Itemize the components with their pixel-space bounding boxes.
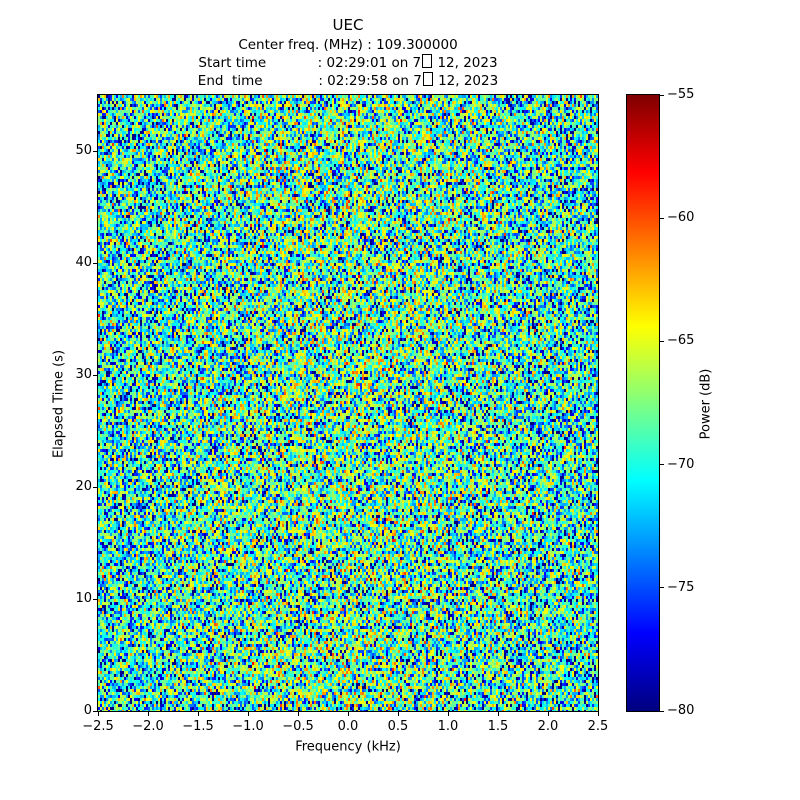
x-tick-label: 0.5	[387, 719, 409, 734]
colorbar-tick-label: −80	[667, 703, 695, 718]
x-tick-mark	[597, 712, 599, 716]
start-time-line: Start time : 02:29:01 on 7 12, 2023	[98, 54, 598, 72]
y-tick-mark	[93, 486, 97, 488]
x-tick-mark	[147, 712, 149, 716]
x-tick-mark	[397, 712, 399, 716]
y-tick-mark	[93, 598, 97, 600]
y-tick-label: 40	[75, 255, 92, 270]
x-axis-label: Frequency (kHz)	[295, 739, 401, 755]
colorbar-tick-mark	[660, 710, 664, 712]
colorbar-canvas	[627, 95, 659, 711]
end-time-year: 12, 2023	[433, 73, 499, 89]
y-tick-label: 10	[75, 591, 92, 606]
x-tick-mark	[497, 712, 499, 716]
y-tick-mark	[93, 262, 97, 264]
colorbar-tick-label: −55	[667, 87, 695, 102]
x-tick-mark	[347, 712, 349, 716]
colorbar-tick-label: −60	[667, 210, 695, 226]
start-time-text: Start time : 02:29:01 on 7	[198, 55, 422, 71]
colorbar-tick-mark	[660, 587, 664, 589]
colorbar-tick-mark	[660, 94, 664, 96]
y-tick-label: 30	[75, 367, 92, 382]
x-tick-label: 0.0	[337, 719, 359, 734]
y-tick-label: 20	[75, 479, 92, 494]
missing-glyph-box	[422, 72, 433, 86]
x-tick-label: 2.0	[537, 719, 559, 734]
colorbar-label: Power (dB)	[698, 368, 714, 440]
x-tick-label: −0.5	[282, 719, 314, 734]
colorbar-tick-mark	[660, 464, 664, 466]
end-time-text: End time : 02:29:58 on 7	[197, 73, 422, 89]
x-tick-mark	[97, 712, 99, 716]
missing-glyph-box	[422, 54, 433, 68]
colorbar-tick-label: −75	[667, 579, 695, 595]
x-tick-label: 2.5	[587, 719, 609, 734]
colorbar-tick-mark	[660, 217, 664, 219]
y-tick-mark	[93, 150, 97, 152]
x-tick-label: −2.5	[82, 719, 114, 734]
colorbar	[626, 94, 660, 712]
x-tick-label: −2.0	[132, 719, 164, 734]
x-tick-mark	[297, 712, 299, 716]
spectrogram-plot-area	[97, 94, 599, 712]
y-tick-label: 50	[75, 143, 92, 158]
end-time-line: End time : 02:29:58 on 7 12, 2023	[98, 72, 598, 90]
colorbar-tick-label: −65	[667, 333, 695, 349]
start-time-year: 12, 2023	[433, 55, 498, 71]
y-tick-mark	[93, 710, 97, 712]
x-tick-mark	[247, 712, 249, 716]
x-tick-label: 1.5	[487, 719, 509, 734]
x-tick-mark	[547, 712, 549, 716]
center-freq-line: Center freq. (MHz) : 109.300000	[238, 37, 458, 53]
y-tick-label: 0	[83, 703, 92, 718]
x-tick-label: −1.0	[232, 719, 264, 734]
x-tick-mark	[197, 712, 199, 716]
spectrogram-canvas	[98, 95, 598, 711]
plot-title: UEC	[332, 16, 364, 34]
x-tick-label: 1.0	[437, 719, 459, 734]
colorbar-tick-label: −70	[667, 456, 695, 472]
x-tick-mark	[447, 712, 449, 716]
x-tick-label: −1.5	[182, 719, 214, 734]
figure-header: UEC Center freq. (MHz) : 109.300000 Star…	[98, 15, 598, 90]
colorbar-tick-mark	[660, 340, 664, 342]
y-tick-mark	[93, 374, 97, 376]
